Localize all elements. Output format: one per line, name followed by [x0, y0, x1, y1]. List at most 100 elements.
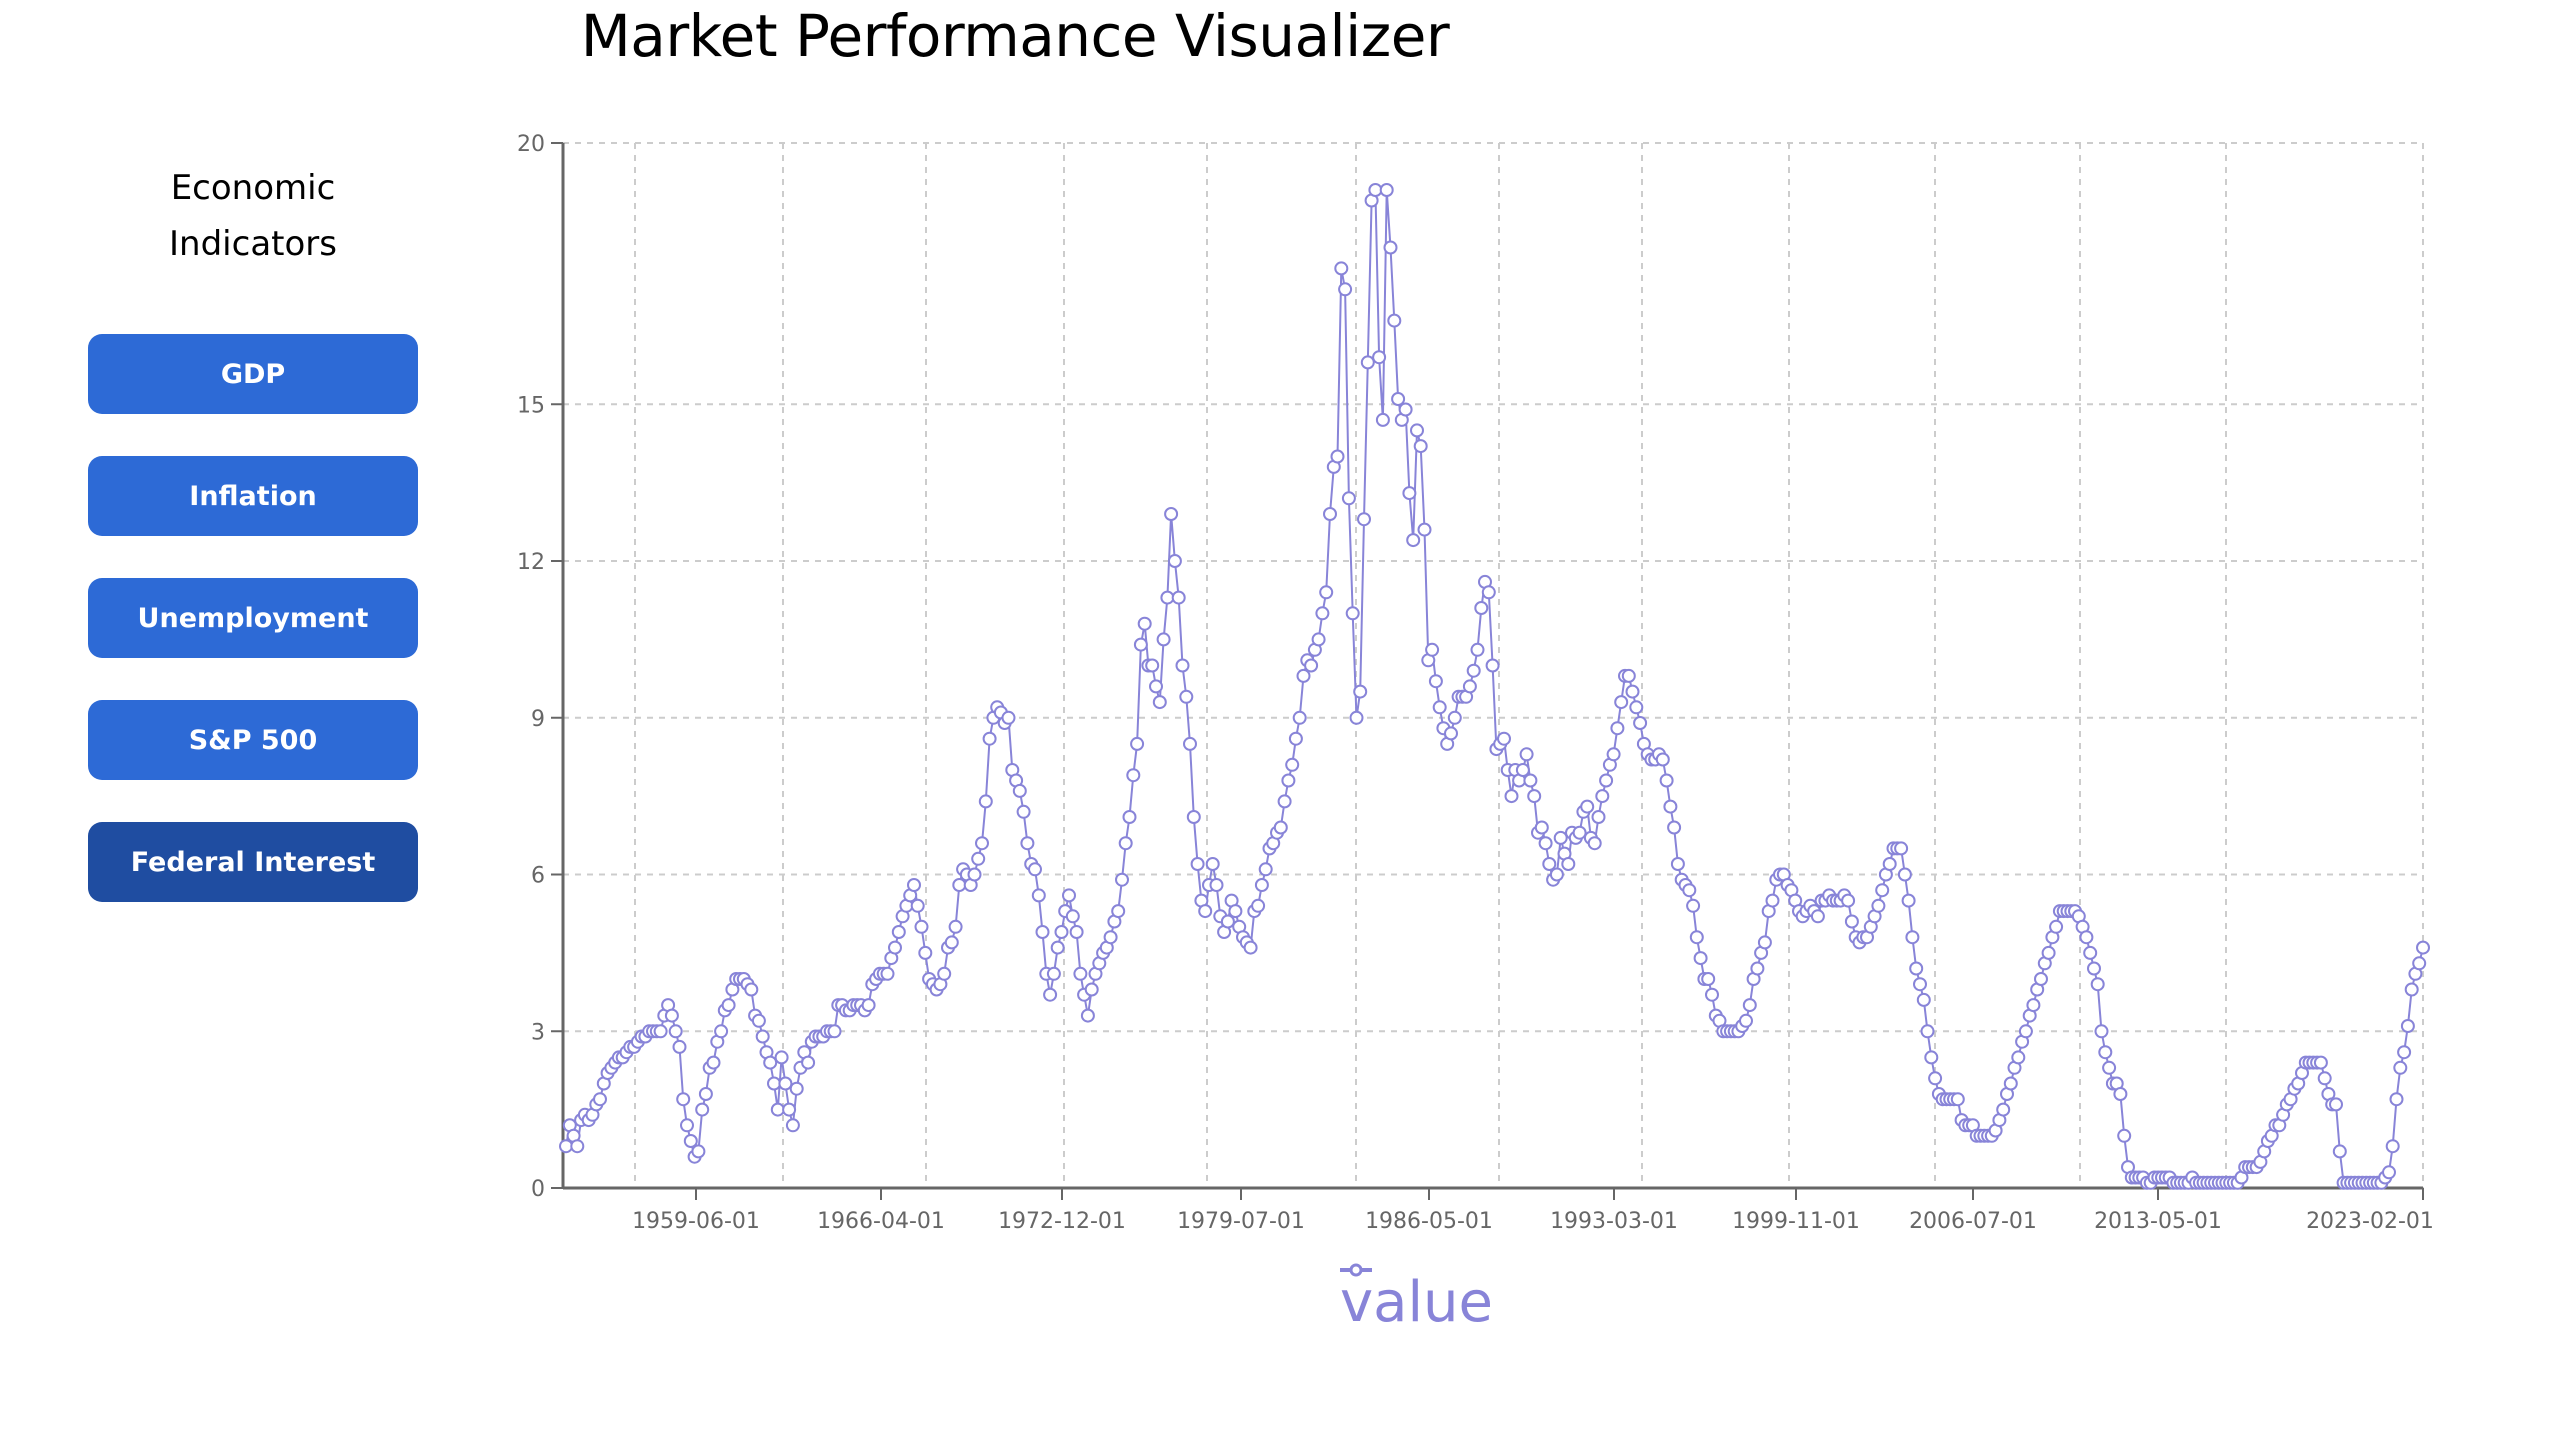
- inflation-button[interactable]: Inflation: [88, 456, 418, 536]
- data-point: [975, 836, 989, 851]
- data-point: [1330, 449, 1345, 464]
- data-point: [1916, 992, 1931, 1007]
- data-point: [1765, 893, 1780, 908]
- data-point: [1523, 773, 1538, 788]
- data-point: [948, 919, 963, 934]
- data-point: [1288, 731, 1303, 746]
- y-tick-label: 3: [531, 1020, 545, 1045]
- data-point: [2003, 1076, 2018, 1091]
- data-point: [2034, 972, 2048, 986]
- indicator-sidebar: Economic Indicators GDP Inflation Unempl…: [88, 160, 418, 944]
- data-point: [1285, 757, 1300, 772]
- data-point: [1701, 972, 1716, 986]
- x-tick-label: 2013-05-01: [2094, 1209, 2222, 1234]
- data-point: [1534, 820, 1549, 835]
- data-point: [1228, 904, 1243, 919]
- data-point: [1054, 925, 1069, 939]
- data-point: [1020, 836, 1035, 851]
- data-point: [706, 1055, 721, 1070]
- data-point: [1137, 616, 1152, 631]
- data-point: [2094, 1024, 2109, 1039]
- data-point: [1028, 862, 1042, 877]
- data-point: [1334, 261, 1349, 276]
- data-point: [1149, 679, 1163, 694]
- data-point: [1572, 825, 1587, 840]
- data-point: [2404, 982, 2419, 997]
- data-point: [2011, 1050, 2026, 1065]
- x-tick-label: 1972-12-01: [998, 1209, 1126, 1234]
- data-point: [1084, 982, 1099, 997]
- data-point: [1599, 773, 1614, 788]
- data-point: [1012, 783, 1027, 798]
- data-point: [2087, 961, 2101, 976]
- data-point: [2317, 1071, 2332, 1086]
- data-point: [2079, 930, 2094, 945]
- data-point: [1001, 710, 1016, 725]
- data-point: [1402, 486, 1417, 501]
- data-point: [1031, 888, 1046, 903]
- chart-legend[interactable]: value: [1340, 1262, 1493, 1342]
- data-point: [937, 966, 952, 981]
- data-point: [1663, 799, 1678, 814]
- data-point: [2400, 1019, 2415, 1033]
- data-point: [1629, 700, 1644, 715]
- data-point: [1610, 721, 1625, 736]
- data-point: [1379, 183, 1394, 197]
- data-point: [721, 998, 736, 1013]
- data-point: [1810, 909, 1825, 924]
- data-point: [1553, 830, 1568, 845]
- data-point: [1425, 642, 1440, 657]
- data-point: [1670, 857, 1685, 871]
- data-point: [1198, 904, 1213, 919]
- data-point: [1311, 632, 1326, 647]
- data-point: [1897, 867, 1912, 882]
- data-point: [1549, 867, 1564, 882]
- data-point: [1417, 522, 1432, 537]
- data-point: [782, 1102, 797, 1117]
- data-point: [789, 1081, 804, 1096]
- data-point: [1345, 606, 1360, 621]
- data-point: [888, 940, 902, 955]
- data-point: [1470, 642, 1485, 657]
- data-point: [1580, 799, 1595, 814]
- data-point: [664, 1008, 679, 1023]
- data-point: [952, 878, 967, 892]
- y-tick-label: 9: [531, 707, 545, 732]
- data-point: [2117, 1128, 2132, 1143]
- unemployment-button[interactable]: Unemployment: [88, 578, 418, 658]
- data-point: [1186, 810, 1201, 824]
- data-point: [1118, 836, 1133, 851]
- data-point: [1905, 930, 1920, 945]
- data-point: [1152, 695, 1167, 710]
- data-point: [2018, 1024, 2033, 1039]
- data-point: [1130, 736, 1145, 751]
- data-point: [785, 1118, 800, 1133]
- sp500-button[interactable]: S&P 500: [88, 700, 418, 780]
- gdp-button[interactable]: GDP: [88, 334, 418, 414]
- data-point: [1432, 700, 1447, 715]
- data-point: [1894, 841, 1909, 856]
- federal-interest-button[interactable]: Federal Interest: [88, 822, 418, 902]
- data-point: [1315, 606, 1330, 621]
- data-point: [1035, 925, 1050, 939]
- data-point: [2332, 1144, 2347, 1159]
- data-point: [1190, 857, 1205, 871]
- data-point: [1542, 857, 1557, 871]
- data-point: [593, 1092, 607, 1107]
- data-point: [1254, 878, 1269, 892]
- data-point: [1689, 930, 1704, 945]
- data-point: [1913, 977, 1927, 992]
- x-tick-label: 1993-03-01: [1550, 1209, 1678, 1234]
- data-point: [1909, 961, 1924, 976]
- data-point: [1406, 533, 1421, 548]
- data-point: [1391, 392, 1406, 406]
- data-point: [683, 1134, 698, 1148]
- data-point: [751, 1013, 766, 1028]
- data-point: [1353, 684, 1368, 699]
- data-point: [1667, 820, 1682, 835]
- data-point: [1485, 658, 1500, 673]
- data-point: [2382, 1165, 2396, 1180]
- data-point: [1175, 658, 1190, 673]
- data-point: [880, 966, 895, 981]
